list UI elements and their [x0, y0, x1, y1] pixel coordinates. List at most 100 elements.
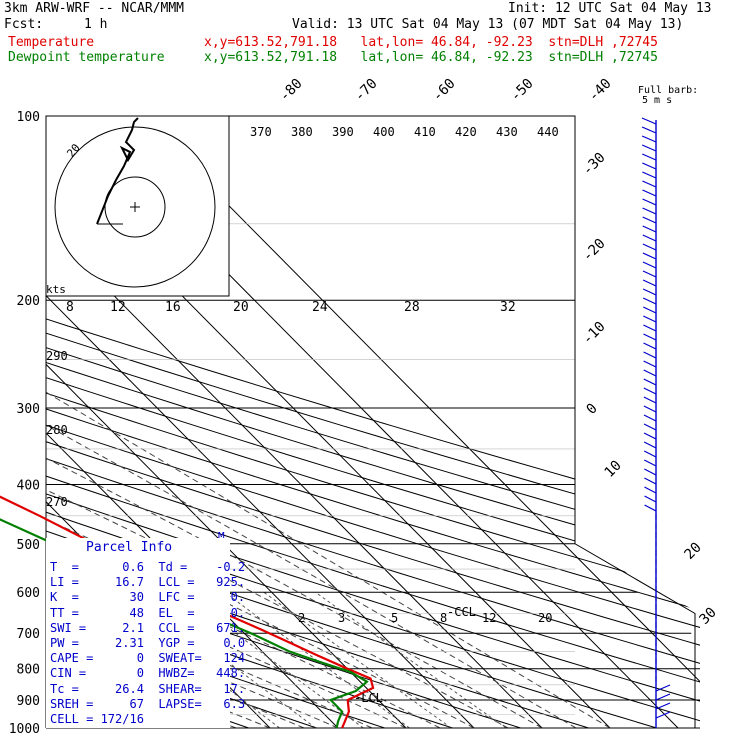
wind-barb — [642, 171, 657, 179]
wind-barb — [642, 207, 657, 215]
dewpoint-location: x,y=613.52,791.18 lat,lon= 46.84, -92.23… — [204, 50, 658, 65]
theta-label-left: 270 — [46, 495, 68, 509]
parcel-info-row: Tc = 26.4 SHEAR= 17. — [50, 681, 246, 696]
isotherm-label: 10 — [602, 458, 625, 481]
isotherm-label: -10 — [580, 319, 609, 348]
wind-barb — [643, 441, 657, 449]
profile-lines — [0, 495, 375, 729]
mixing-ratio-label: 2 — [298, 611, 305, 625]
hodograph-unit: kts — [46, 283, 66, 296]
isotherm-label: 30 — [697, 605, 720, 628]
pressure-tick-label: 800 — [17, 663, 40, 678]
hodograph-frame — [45, 115, 230, 297]
speed-tick-label: 20 — [233, 300, 249, 315]
wind-barb — [643, 378, 657, 386]
barb-title: Full barb: — [638, 85, 699, 96]
fcst-value: 1 h — [84, 17, 108, 32]
theta-label: 370 — [250, 125, 272, 139]
wind-barb — [642, 252, 657, 260]
mixing-ratio-label: 12 — [482, 611, 496, 625]
fcst-label: Fcst: — [4, 17, 44, 32]
pressure-tick-label: 300 — [17, 402, 40, 417]
hodograph-origin — [130, 202, 140, 212]
wind-barb — [642, 297, 657, 305]
wind-barb — [643, 333, 657, 341]
dry-adiabat — [46, 116, 700, 728]
wind-barb — [642, 153, 657, 161]
speed-tick-label: 32 — [500, 300, 516, 315]
isotherm-line — [46, 116, 543, 728]
hodograph-ring — [104, 176, 166, 238]
parcel-info-row: CAPE = 0 SWEAT= 124 — [50, 651, 246, 666]
wind-barb — [655, 693, 671, 701]
isotherm-label: -30 — [580, 150, 609, 179]
isotherm-label: 0 — [584, 401, 601, 418]
isotherm-label: -40 — [586, 76, 615, 105]
isotherm-label: -60 — [430, 76, 459, 105]
wind-barb — [644, 477, 657, 485]
wind-barb — [642, 288, 657, 296]
wind-barb — [643, 342, 657, 350]
wind-barbs — [641, 117, 671, 728]
wind-barb — [643, 387, 657, 395]
pressure-tick-label: 100 — [17, 110, 40, 125]
wind-barb — [644, 486, 657, 494]
mixing-ratio-label: 5 — [391, 611, 398, 625]
wind-barb — [644, 495, 657, 503]
theta-label-left: 290 — [46, 349, 68, 363]
parcel-info-row: SWI = 2.1 CCL = 671. — [50, 620, 246, 635]
pressure-tick-label: 200 — [17, 294, 40, 309]
wind-barb — [642, 180, 657, 188]
theta-label: 380 — [291, 125, 313, 139]
wind-barb — [641, 117, 657, 125]
wind-barb — [643, 396, 657, 404]
wind-barb — [642, 234, 657, 242]
wind-barb — [643, 315, 657, 323]
isotherm-line — [139, 116, 700, 728]
theta-label-left: 280 — [46, 423, 68, 437]
isotherm-label: -70 — [352, 76, 381, 105]
model-title: 3km ARW-WRF -- NCAR/MMM — [4, 1, 185, 16]
wind-barb — [642, 216, 657, 224]
wind-barb — [641, 144, 657, 152]
parcel-info-row: T = 0.6 Td = -0.2 — [50, 560, 246, 574]
pressure-tick-label: 600 — [17, 586, 40, 601]
wind-barb — [644, 504, 657, 512]
wind-barb — [643, 405, 657, 413]
wind-barb — [643, 306, 657, 314]
moist-adiabat — [46, 299, 441, 728]
lcl-annotation: -LCL — [354, 691, 383, 705]
pressure-tick-label: 900 — [17, 694, 40, 709]
wind-barb — [655, 702, 671, 710]
isotherm-label: -80 — [277, 76, 306, 105]
wind-barb — [642, 162, 657, 170]
theta-label: 390 — [332, 125, 354, 139]
isotherm-line — [46, 116, 407, 728]
wind-barb — [643, 324, 657, 332]
parcel-info-title: Parcel Info — [86, 540, 173, 555]
m-annotation: M — [218, 530, 225, 543]
wind-barb — [642, 243, 657, 251]
wind-barb — [642, 261, 657, 269]
hodograph-ring — [54, 126, 216, 288]
wind-barb — [643, 423, 657, 431]
parcel-info-row: K = 30 LFC = 0. — [50, 590, 246, 605]
init-time: Init: 12 UTC Sat 04 May 13 — [508, 1, 712, 16]
parcel-info-row: SREH = 67 LAPSE= 6.3 — [50, 696, 246, 711]
wind-barb — [644, 459, 657, 467]
wind-barb — [642, 270, 657, 278]
parcel-info-row: LI = 16.7 LCL = 925. — [50, 575, 246, 590]
theta-label: 400 — [373, 125, 395, 139]
wind-barb — [643, 351, 657, 359]
speed-tick-label: 24 — [312, 300, 328, 315]
mixing-ratio-line — [263, 591, 452, 728]
isotherm-line — [46, 116, 475, 728]
parcel-info-row: CELL = 172/16 — [50, 712, 246, 726]
wind-barb — [644, 468, 657, 476]
speed-tick-label: 12 — [110, 300, 126, 315]
barb-unit: 5 m s — [642, 95, 673, 106]
valid-time: Valid: 13 UTC Sat 04 May 13 (07 MDT Sat … — [292, 17, 684, 32]
wind-barb — [643, 450, 657, 458]
